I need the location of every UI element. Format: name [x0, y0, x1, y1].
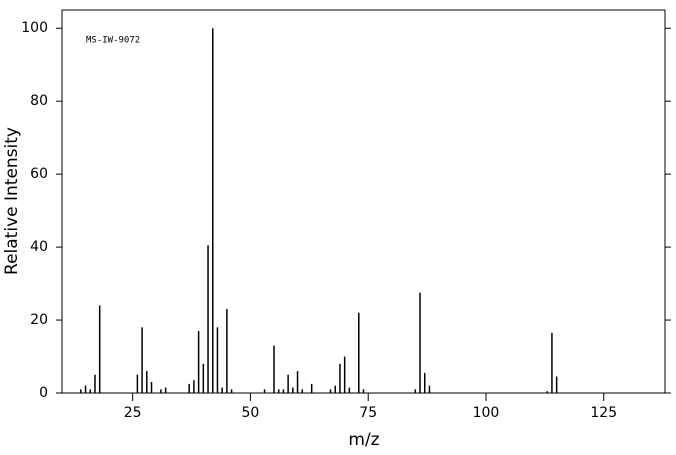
x-axis-label: m/z	[348, 430, 379, 450]
plot-frame	[61, 9, 666, 394]
x-tick-label: 100	[473, 405, 500, 421]
y-tick-label: 60	[30, 166, 48, 182]
y-tick-label: 80	[30, 93, 48, 109]
y-axis-label: Relative Intensity	[2, 127, 22, 275]
x-tick-label: 25	[124, 405, 142, 421]
annotation: MS-IW-9072	[86, 36, 140, 46]
y-tick-label: 0	[39, 385, 48, 401]
y-tick-label: 20	[30, 312, 48, 328]
y-tick-label: 40	[30, 239, 48, 255]
y-tick-label: 100	[21, 20, 48, 36]
x-tick-label: 125	[590, 405, 617, 421]
x-tick-label: 50	[242, 405, 260, 421]
x-tick-label: 75	[359, 405, 377, 421]
